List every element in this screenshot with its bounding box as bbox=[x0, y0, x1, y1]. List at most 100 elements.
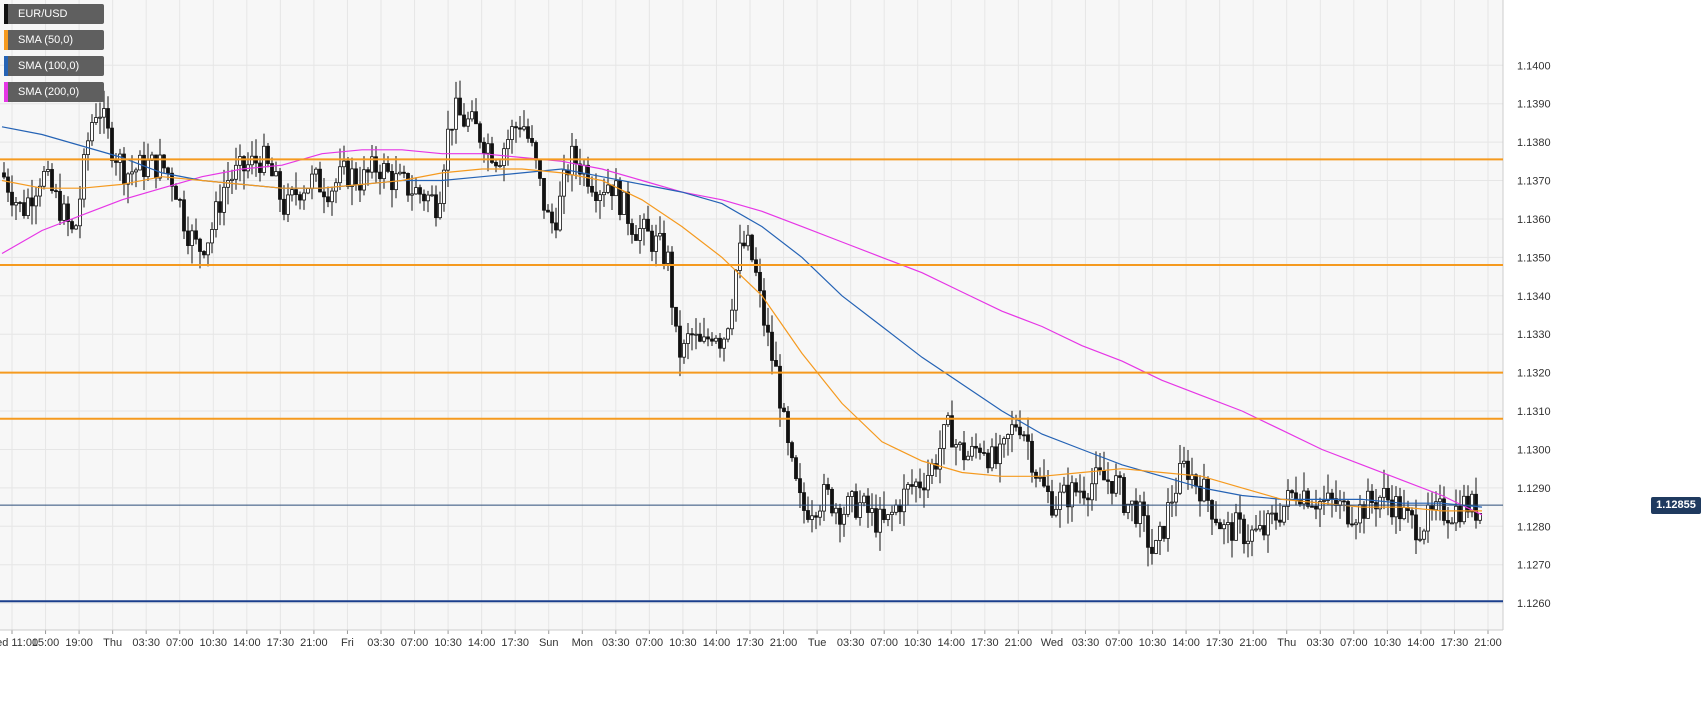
candle-body[interactable] bbox=[822, 484, 826, 512]
candle-body[interactable] bbox=[1314, 505, 1318, 510]
candle-body[interactable] bbox=[398, 171, 402, 175]
candle-body[interactable] bbox=[438, 203, 442, 219]
candle-body[interactable] bbox=[594, 191, 598, 202]
candle-body[interactable] bbox=[310, 173, 314, 190]
candle-body[interactable] bbox=[418, 187, 422, 195]
candle-body[interactable] bbox=[686, 333, 690, 344]
candle-body[interactable] bbox=[766, 324, 770, 333]
candle-body[interactable] bbox=[1414, 514, 1418, 541]
candle-body[interactable] bbox=[702, 336, 706, 342]
candle-body[interactable] bbox=[994, 446, 998, 465]
candle-body[interactable] bbox=[1322, 500, 1326, 502]
candle-body[interactable] bbox=[546, 209, 550, 213]
candle-body[interactable] bbox=[166, 167, 170, 174]
candle-body[interactable] bbox=[574, 145, 578, 165]
candle-body[interactable] bbox=[134, 169, 138, 173]
candle-body[interactable] bbox=[634, 234, 638, 241]
candle-body[interactable] bbox=[230, 178, 234, 181]
candle-body[interactable] bbox=[534, 142, 538, 161]
candle-body[interactable] bbox=[1446, 520, 1450, 524]
candle-body[interactable] bbox=[74, 225, 78, 230]
candle-body[interactable] bbox=[10, 191, 14, 206]
candle-body[interactable] bbox=[1034, 471, 1038, 479]
candle-body[interactable] bbox=[982, 452, 986, 454]
candle-body[interactable] bbox=[338, 166, 342, 184]
legend-item-sma100[interactable]: SMA (100,0) bbox=[4, 56, 104, 76]
candle-body[interactable] bbox=[1070, 482, 1074, 508]
candle-body[interactable] bbox=[1438, 498, 1442, 503]
candle-body[interactable] bbox=[250, 155, 254, 166]
candle-body[interactable] bbox=[1134, 500, 1138, 524]
candle-body[interactable] bbox=[1066, 484, 1070, 508]
candle-body[interactable] bbox=[514, 126, 518, 129]
candle-body[interactable] bbox=[202, 251, 206, 256]
candle-body[interactable] bbox=[858, 502, 862, 518]
candle-body[interactable] bbox=[1194, 474, 1198, 487]
candle-body[interactable] bbox=[974, 445, 978, 449]
candle-body[interactable] bbox=[906, 484, 910, 490]
candle-body[interactable] bbox=[14, 202, 18, 206]
candle-body[interactable] bbox=[1462, 495, 1466, 523]
candle-body[interactable] bbox=[1326, 492, 1330, 501]
candle-body[interactable] bbox=[1014, 424, 1018, 428]
candle-body[interactable] bbox=[1258, 525, 1262, 530]
candle-body[interactable] bbox=[174, 185, 178, 200]
candle-body[interactable] bbox=[898, 504, 902, 513]
candle-body[interactable] bbox=[806, 510, 810, 520]
candle-body[interactable] bbox=[554, 222, 558, 231]
candle-body[interactable] bbox=[1402, 507, 1406, 520]
candle-body[interactable] bbox=[646, 218, 650, 232]
candle-body[interactable] bbox=[1430, 504, 1434, 511]
candle-body[interactable] bbox=[754, 259, 758, 273]
candle-body[interactable] bbox=[998, 443, 1002, 465]
candle-body[interactable] bbox=[214, 201, 218, 230]
candle-body[interactable] bbox=[458, 97, 462, 116]
candle-body[interactable] bbox=[562, 169, 566, 197]
candle-body[interactable] bbox=[22, 202, 26, 216]
candle-body[interactable] bbox=[954, 444, 958, 448]
candle-body[interactable] bbox=[430, 194, 434, 197]
candle-body[interactable] bbox=[110, 127, 114, 162]
candle-body[interactable] bbox=[190, 230, 194, 246]
candle-body[interactable] bbox=[558, 195, 562, 231]
candle-body[interactable] bbox=[810, 515, 814, 520]
candle-body[interactable] bbox=[730, 309, 734, 330]
candle-body[interactable] bbox=[1050, 491, 1054, 516]
candle-body[interactable] bbox=[842, 513, 846, 525]
candle-body[interactable] bbox=[1102, 470, 1106, 481]
candle-body[interactable] bbox=[502, 148, 506, 166]
candle-body[interactable] bbox=[26, 197, 30, 216]
candle-body[interactable] bbox=[1026, 434, 1030, 442]
candle-body[interactable] bbox=[886, 514, 890, 520]
candle-body[interactable] bbox=[118, 153, 122, 163]
candle-body[interactable] bbox=[1118, 475, 1122, 478]
candle-body[interactable] bbox=[718, 337, 722, 349]
candle-body[interactable] bbox=[1458, 505, 1462, 523]
candle-body[interactable] bbox=[182, 199, 186, 232]
candle-body[interactable] bbox=[606, 184, 610, 193]
candle-body[interactable] bbox=[318, 168, 322, 193]
candle-body[interactable] bbox=[538, 159, 542, 179]
candle-body[interactable] bbox=[278, 171, 282, 200]
candle-body[interactable] bbox=[198, 238, 202, 252]
candle-body[interactable] bbox=[590, 185, 594, 193]
candle-body[interactable] bbox=[722, 338, 726, 349]
candle-body[interactable] bbox=[962, 442, 966, 461]
candle-body[interactable] bbox=[186, 230, 190, 246]
candle-body[interactable] bbox=[714, 337, 718, 342]
candle-body[interactable] bbox=[866, 495, 870, 513]
candle-body[interactable] bbox=[882, 508, 886, 520]
candle-body[interactable] bbox=[814, 515, 818, 518]
candle-body[interactable] bbox=[826, 484, 830, 490]
candle-body[interactable] bbox=[1114, 475, 1118, 494]
candle-body[interactable] bbox=[786, 411, 790, 443]
candle-body[interactable] bbox=[454, 97, 458, 130]
candle-body[interactable] bbox=[330, 190, 334, 203]
candle-body[interactable] bbox=[1262, 525, 1266, 536]
candle-body[interactable] bbox=[290, 189, 294, 196]
candle-body[interactable] bbox=[930, 463, 934, 476]
candle-body[interactable] bbox=[346, 160, 350, 187]
candle-body[interactable] bbox=[1234, 512, 1238, 541]
candle-body[interactable] bbox=[690, 333, 694, 336]
candle-body[interactable] bbox=[1310, 505, 1314, 508]
